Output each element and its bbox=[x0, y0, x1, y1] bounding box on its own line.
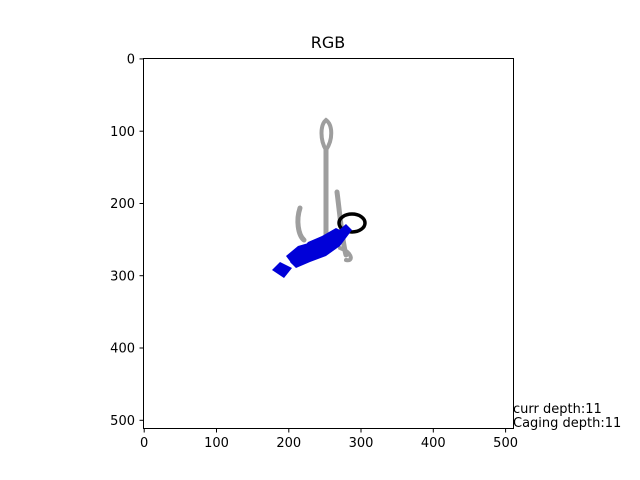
scene-image bbox=[272, 117, 367, 278]
ring-object bbox=[337, 212, 367, 234]
y-tick-label: 0 bbox=[127, 53, 135, 68]
x-tick-label: 0 bbox=[140, 436, 148, 451]
x-tick-label: 400 bbox=[421, 436, 446, 451]
y-tick-label: 100 bbox=[110, 125, 135, 140]
y-tick-label: 500 bbox=[110, 414, 135, 429]
y-axis bbox=[139, 58, 144, 421]
curr-depth-readout: curr depth:11 bbox=[513, 402, 602, 417]
x-tick-label: 300 bbox=[349, 436, 374, 451]
x-tick-label: 500 bbox=[493, 436, 518, 451]
x-axis bbox=[143, 428, 507, 433]
y-tick-label: 300 bbox=[110, 269, 135, 284]
x-tick-label: 100 bbox=[204, 436, 229, 451]
y-tick-label: 200 bbox=[110, 197, 135, 212]
gripper-object bbox=[272, 224, 352, 278]
x-tick-label: 200 bbox=[276, 436, 301, 451]
y-tick-label: 400 bbox=[110, 342, 135, 357]
plot-title: RGB bbox=[310, 33, 346, 52]
caging-depth-readout: Caging depth:11 bbox=[513, 416, 622, 431]
